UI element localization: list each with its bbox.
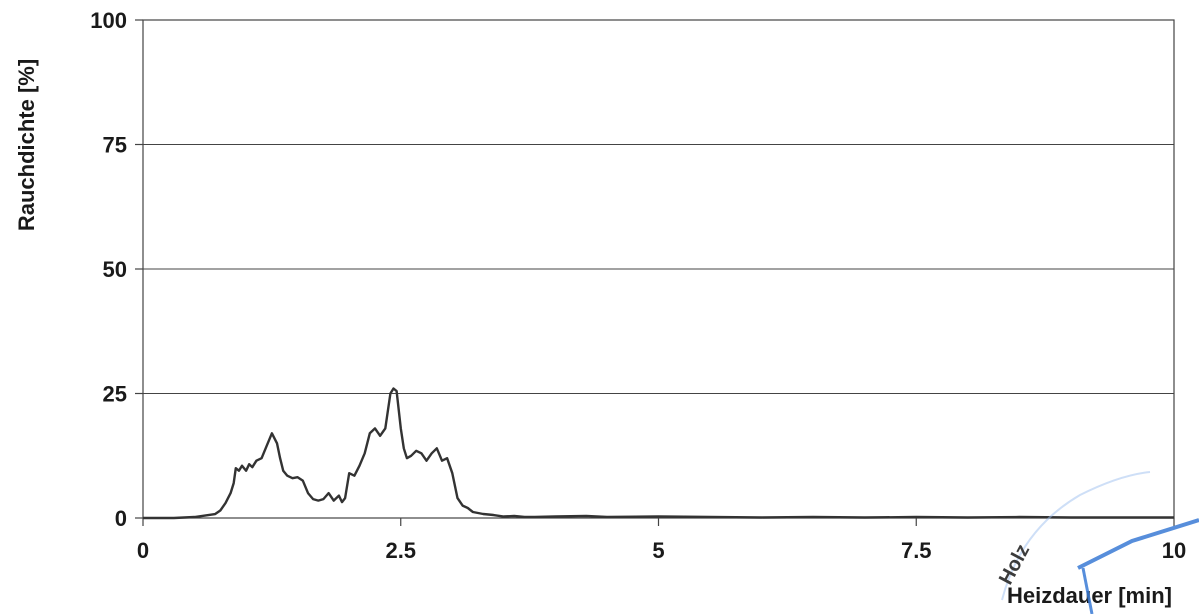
x-tick-label: 7.5 bbox=[901, 538, 932, 563]
y-tick-label: 100 bbox=[90, 8, 127, 33]
series-line bbox=[143, 387, 1174, 520]
stamp-frame-side bbox=[1081, 567, 1094, 614]
x-axis: 0 2.5 5 7.5 10 bbox=[137, 518, 1186, 563]
x-tick-label: 10 bbox=[1162, 538, 1186, 563]
y-tick-label: 75 bbox=[103, 133, 127, 158]
series-layer bbox=[143, 387, 1174, 520]
x-tick-label: 0 bbox=[137, 538, 149, 563]
stamp-arc bbox=[1001, 471, 1151, 601]
y-axis: 0 25 50 75 100 bbox=[90, 8, 143, 531]
y-tick-label: 0 bbox=[115, 506, 127, 531]
y-tick-label: 25 bbox=[103, 382, 127, 407]
stamp-frame bbox=[1077, 518, 1199, 570]
gridlines bbox=[143, 19, 1174, 394]
y-axis-title: Rauchdichte [%] bbox=[14, 59, 39, 231]
stamp-text: Holz bbox=[995, 541, 1034, 589]
y-tick-label: 50 bbox=[103, 257, 127, 282]
x-tick-label: 5 bbox=[652, 538, 664, 563]
x-tick-label: 2.5 bbox=[385, 538, 416, 563]
